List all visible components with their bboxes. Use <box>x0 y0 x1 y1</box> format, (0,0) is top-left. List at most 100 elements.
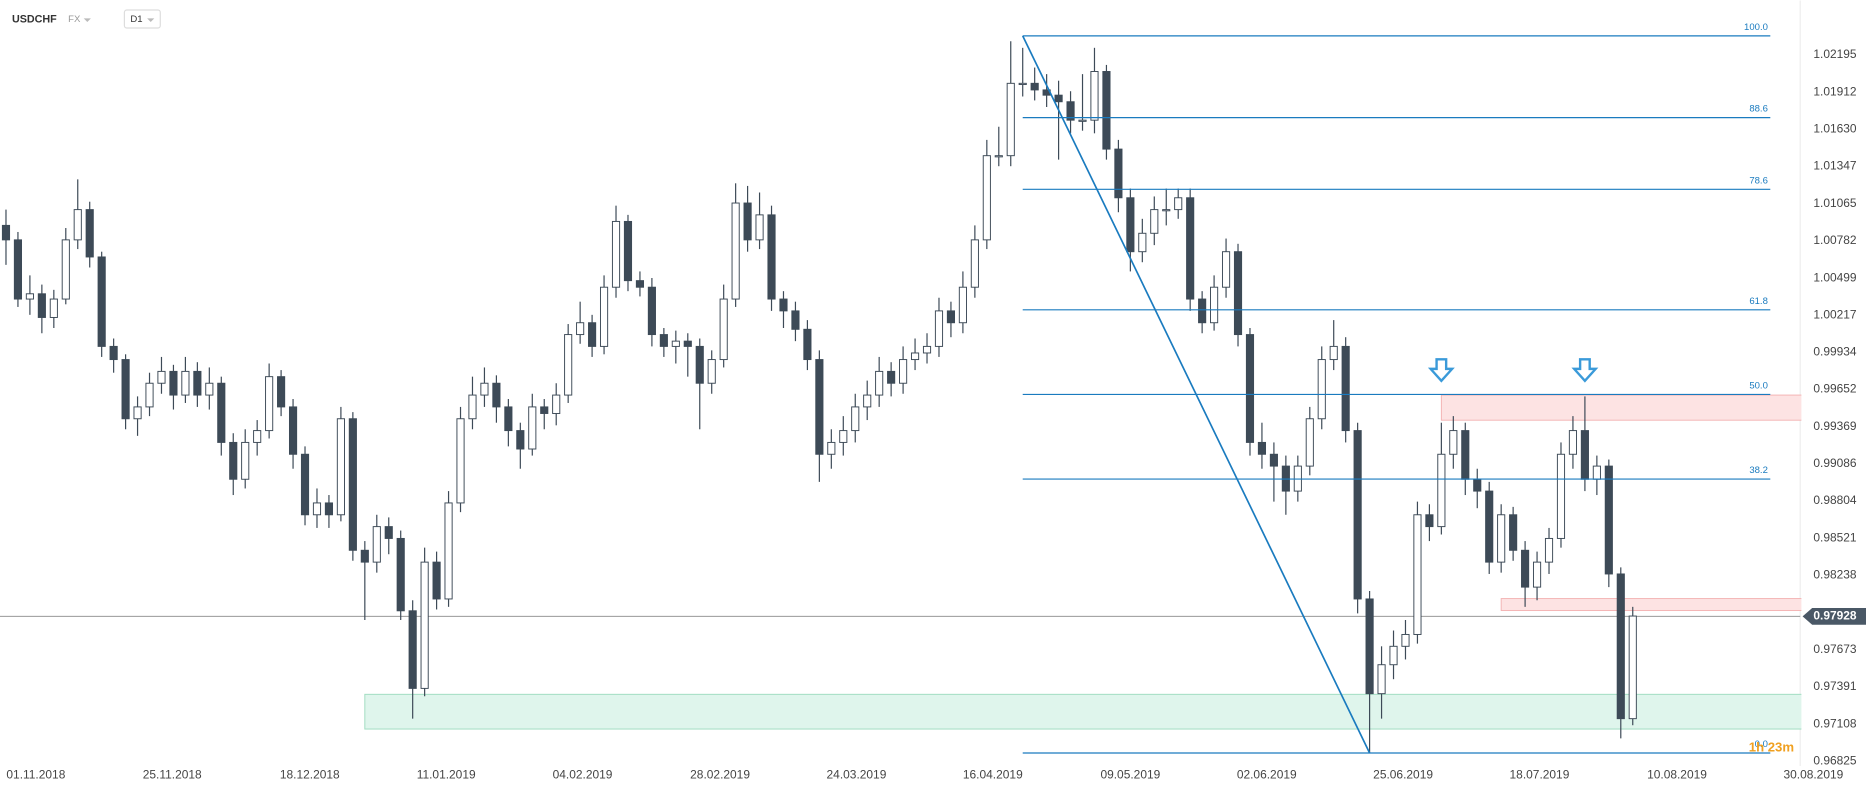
y-tick-label: 0.97108 <box>1813 716 1857 730</box>
candle-body <box>695 345 704 384</box>
candle-body <box>324 502 334 516</box>
candle-body <box>480 382 489 396</box>
candle-body <box>1604 465 1613 575</box>
candle-body <box>85 209 94 258</box>
y-tick-label: 0.96825 <box>1813 754 1857 768</box>
candle-body <box>348 418 357 551</box>
arrow-marker <box>1427 358 1455 383</box>
x-tick-label: 11.01.2019 <box>417 768 476 782</box>
candle-body <box>1413 514 1422 635</box>
candle-body <box>516 430 525 450</box>
candle-body <box>1628 615 1637 720</box>
candle-body <box>1102 71 1111 150</box>
candle-body <box>1592 465 1601 480</box>
candle-body <box>157 370 166 384</box>
candle-body <box>910 352 920 361</box>
fib-level-label: 50.0 <box>1749 381 1768 392</box>
candle-body <box>1544 537 1554 563</box>
candle-body <box>970 239 979 288</box>
candle-body <box>360 549 369 563</box>
y-tick-label: 1.00782 <box>1813 233 1857 247</box>
candle-body <box>336 418 345 516</box>
candle-body <box>25 293 34 300</box>
fib-level-label: 100.0 <box>1744 22 1768 33</box>
candle-body <box>492 382 501 408</box>
candle-body <box>1305 418 1314 467</box>
candle-body <box>647 286 656 336</box>
zone <box>364 693 1807 730</box>
candle-body <box>229 441 238 480</box>
candle-body <box>1090 71 1099 121</box>
candle-body <box>97 256 106 347</box>
candle-body <box>1568 430 1578 455</box>
candle-body <box>253 430 262 443</box>
candle-body <box>635 280 645 288</box>
x-tick-label: 24.03.2019 <box>827 768 887 782</box>
x-tick-label: 04.02.2019 <box>553 768 613 782</box>
zone <box>1440 394 1807 421</box>
candle-body <box>719 298 728 361</box>
candle-body <box>958 286 967 324</box>
candle-body <box>1353 430 1362 600</box>
interval[interactable]: D1 <box>130 14 142 25</box>
candle-body <box>372 526 381 563</box>
candle-body <box>181 370 190 396</box>
candle-body <box>1377 664 1386 695</box>
candle-body <box>1425 514 1434 528</box>
y-tick-label: 0.99934 <box>1813 345 1857 359</box>
candle-body <box>408 610 417 689</box>
candle-body <box>1198 298 1207 324</box>
dropdown-icon <box>147 18 155 22</box>
candle-body <box>265 376 274 432</box>
candle-body <box>504 406 513 432</box>
candle-body <box>288 406 298 455</box>
candle-body <box>1054 94 1063 103</box>
candle-body <box>982 155 991 241</box>
candle-body <box>815 359 824 455</box>
x-tick-label: 25.11.2018 <box>143 768 202 782</box>
candle-body <box>1245 334 1255 443</box>
interval-button[interactable] <box>123 9 161 29</box>
candle-body <box>384 526 393 539</box>
market[interactable]: FX <box>68 14 81 25</box>
candle-body <box>73 209 82 241</box>
candle-body <box>839 430 848 443</box>
candle-body <box>779 298 788 312</box>
candle-body <box>49 298 58 318</box>
candle-body <box>623 220 633 282</box>
candle-body <box>851 406 860 432</box>
candle-body <box>611 220 621 288</box>
candle-body <box>217 382 226 443</box>
candle-body <box>1162 209 1171 212</box>
candle-body <box>1461 430 1470 480</box>
candle-body <box>1174 197 1183 211</box>
candle-body <box>109 345 118 361</box>
x-tick-label: 28.02.2019 <box>690 768 750 782</box>
x-tick-label: 18.12.2018 <box>280 768 340 782</box>
candle-body <box>1401 633 1410 647</box>
x-tick-label: 30.08.2019 <box>1783 768 1843 782</box>
y-tick-label: 1.01912 <box>1813 84 1857 98</box>
candle-body <box>1257 441 1267 455</box>
candle-body <box>1221 251 1231 288</box>
candle-body <box>1556 453 1566 539</box>
y-tick-label: 1.00217 <box>1813 307 1857 321</box>
candle-body <box>755 214 764 241</box>
candle-body <box>444 502 453 600</box>
candle-body <box>683 340 692 347</box>
candle-body <box>300 453 310 516</box>
candle-body <box>1329 345 1338 361</box>
candle-body <box>312 502 322 516</box>
candle-body <box>396 537 405 612</box>
candle-body <box>827 441 836 455</box>
candle-body <box>528 406 537 450</box>
y-tick-label: 0.99652 <box>1813 382 1857 396</box>
candle-body <box>1138 232 1147 253</box>
candle-body <box>1532 561 1542 588</box>
candle-body <box>899 359 908 384</box>
candle-body <box>540 406 549 414</box>
fib-level-label: 88.6 <box>1749 104 1768 115</box>
candle-body <box>169 370 178 396</box>
current-price-tag <box>1802 607 1866 625</box>
y-tick-label: 0.97673 <box>1813 642 1857 656</box>
